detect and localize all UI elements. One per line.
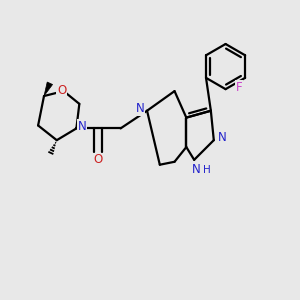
Text: H: H bbox=[203, 165, 211, 175]
Text: N: N bbox=[136, 102, 145, 115]
Text: N: N bbox=[218, 131, 227, 144]
Polygon shape bbox=[44, 82, 52, 96]
Text: F: F bbox=[236, 81, 243, 94]
Text: N: N bbox=[192, 163, 200, 176]
Text: O: O bbox=[93, 153, 103, 166]
Text: N: N bbox=[78, 120, 87, 133]
Text: O: O bbox=[57, 84, 66, 97]
